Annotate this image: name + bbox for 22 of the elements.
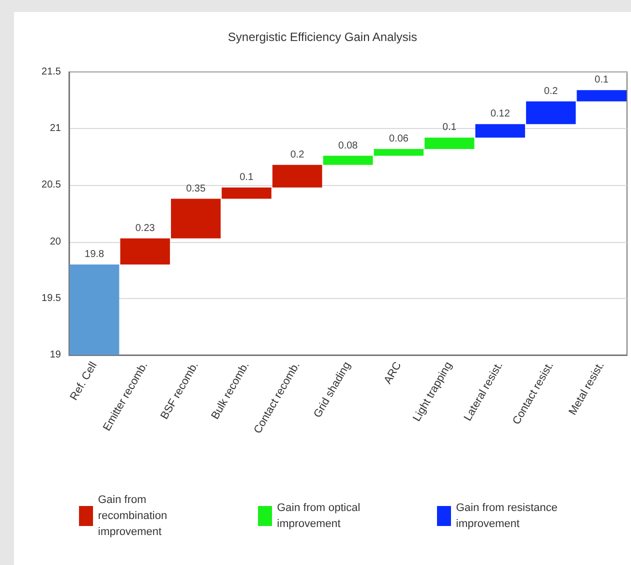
chart-title: Synergistic Efficiency Gain Analysis [228,30,418,44]
y-tick-label: 19 [50,350,62,360]
data-label: 0.2 [290,149,305,160]
data-label: 0.12 [490,108,510,120]
x-tick-label: Ref. Cell [68,360,100,402]
data-label: 0.35 [186,183,206,194]
data-label: 0.23 [135,222,156,234]
y-tick-label: 21.5 [42,66,62,78]
y-tick-label: 21 [50,123,62,134]
data-label: 0.1 [594,74,610,86]
legend-label: Gain from optical improvement [277,502,364,530]
data-label: 0.06 [388,133,409,144]
y-tick-label: 20.5 [42,180,62,191]
data-label: 19.8 [84,248,105,260]
legend-label: Gain from recombination improvement [98,494,170,538]
y-tick-label: 20 [50,236,62,248]
data-label: 0.1 [240,172,254,183]
data-label: 0.2 [544,86,558,97]
y-tick-label: 19.5 [42,292,62,304]
legend-label: Gain from resistance improvement [456,502,561,530]
data-label: 0.1 [442,122,457,134]
data-label: 0.08 [338,140,358,152]
